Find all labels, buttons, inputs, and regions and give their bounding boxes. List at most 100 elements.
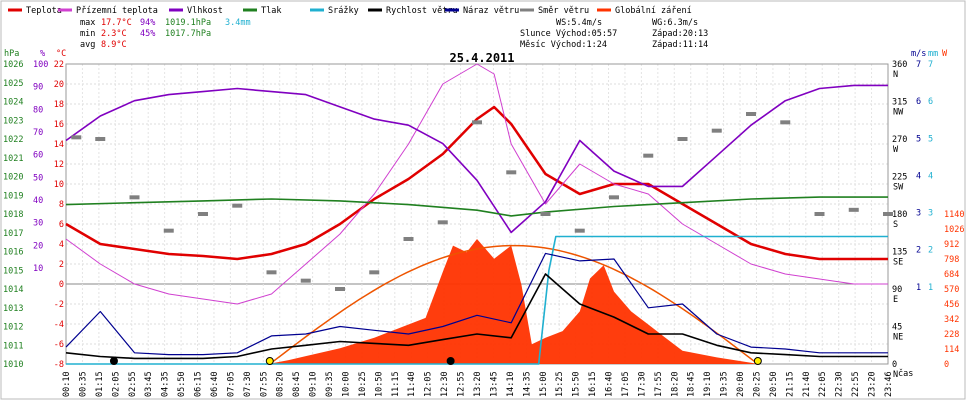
stat-moon-rise: Měsíc Východ:1:24: [520, 40, 607, 50]
c-tick: 0: [59, 280, 64, 290]
x-tick: 18:45: [687, 371, 697, 397]
wind-direction-point: [677, 137, 688, 141]
ms-tick: 3: [916, 209, 921, 219]
x-tick: 00:35: [78, 371, 88, 397]
mm-unit: mm: [928, 49, 938, 59]
dir-tick: 360: [892, 60, 907, 70]
radiation-area: [66, 239, 888, 365]
hpa-tick: 1018: [3, 210, 23, 220]
mm-tick: 5: [928, 134, 933, 144]
axes: hPa1026102510241023102210211020101910181…: [3, 49, 964, 397]
x-tick: 17:55: [654, 371, 664, 397]
x-tick: 15:00: [539, 371, 549, 397]
c-tick: 10: [54, 180, 64, 190]
x-tick: 12:55: [457, 371, 467, 397]
series-line-náraz-větru: [65, 252, 888, 356]
x-tick: 09:10: [309, 371, 319, 397]
x-tick: 21:40: [802, 371, 812, 397]
ms-tick: 7: [916, 60, 921, 70]
x-tick: 06:15: [194, 371, 204, 397]
wind-direction-point: [95, 137, 106, 141]
wind-direction-point: [71, 135, 82, 140]
x-tick: 15:25: [555, 371, 565, 397]
wind-direction-point: [403, 237, 414, 241]
c-tick: 2: [59, 260, 64, 270]
ms-tick: 2: [916, 246, 921, 256]
c-tick: -4: [54, 320, 64, 330]
stat-wg: WG:6.3m/s: [652, 18, 698, 28]
stat-max-press: 1019.1hPa: [165, 18, 211, 28]
wind-direction-point: [711, 128, 722, 133]
c-tick: 14: [54, 140, 64, 150]
hpa-tick: 1012: [3, 323, 23, 333]
c-tick: -2: [54, 300, 64, 310]
x-tick: 14:35: [522, 371, 532, 397]
moonset-marker: [446, 357, 455, 365]
legend-label: Teplota: [26, 6, 62, 16]
pct-tick: 60: [33, 151, 43, 161]
c-tick: 18: [54, 100, 64, 110]
x-tick: 22:30: [835, 371, 845, 397]
mm-tick: 6: [928, 97, 933, 107]
dir-tick: 135: [892, 248, 907, 258]
series-line-přízemní-teplota: [65, 63, 888, 305]
series-line-srážky: [66, 235, 888, 365]
series-line-tlak: [65, 196, 888, 217]
x-tick: 10:50: [374, 371, 384, 397]
x-tick: 10:25: [358, 371, 368, 397]
x-tick: 23:46: [884, 371, 894, 397]
stat-min-temp: 2.3°C: [101, 29, 127, 39]
stat-max-label: max: [80, 18, 95, 28]
x-tick: 13:20: [473, 371, 483, 397]
series-line-vlhkost: [65, 84, 888, 234]
wind-direction-point: [163, 228, 174, 233]
x-tick: 11:40: [407, 371, 417, 397]
dir-tick: 180: [892, 210, 907, 220]
hpa-tick: 1017: [3, 229, 23, 239]
pct-tick: 40: [33, 196, 43, 206]
wind-direction-point: [883, 212, 893, 216]
dir-label: SE: [893, 258, 903, 268]
dir-tick: 270: [892, 135, 907, 145]
c-tick: 22: [54, 60, 64, 70]
c-tick: 16: [54, 120, 64, 130]
wind-direction-point: [198, 212, 208, 216]
c-tick: 8: [59, 200, 64, 210]
x-tick: 01:15: [95, 371, 105, 397]
wind-direction-point: [506, 170, 517, 175]
stat-min-hum: 45%: [140, 29, 155, 39]
stat-min-press: 1017.7hPa: [165, 29, 211, 39]
x-tick: 23:20: [868, 371, 878, 397]
hpa-tick: 1024: [3, 98, 23, 108]
w-tick: 342: [944, 315, 959, 325]
series-line-rychlost-větru: [65, 273, 888, 360]
mm-tick: 2: [928, 246, 933, 256]
dir-label: NE: [893, 333, 903, 343]
w-tick: 798: [944, 255, 959, 265]
hpa-tick: 1016: [3, 248, 23, 258]
w-tick: 1026: [944, 225, 964, 235]
mm-tick: 3: [928, 209, 933, 219]
dir-label: S: [893, 220, 898, 230]
mm-tick: 1: [928, 283, 933, 293]
hpa-tick: 1022: [3, 135, 23, 145]
w-tick: 570: [944, 285, 959, 295]
x-tick: 03:45: [144, 371, 154, 397]
x-tick: 04:35: [161, 371, 171, 397]
x-tick: 22:55: [851, 371, 861, 397]
dir-tick: 90: [892, 285, 902, 295]
dir-label: W: [893, 145, 899, 155]
c-tick: 4: [59, 240, 64, 250]
wind-direction-point: [540, 212, 551, 216]
hpa-tick: 1023: [3, 116, 23, 126]
chart-title: 25.4.2011: [449, 51, 514, 65]
wind-direction-point: [300, 278, 311, 283]
x-tick: 07:05: [226, 371, 236, 397]
x-tick: 09:35: [325, 371, 335, 397]
mm-tick: 4: [928, 171, 933, 181]
ms-tick: 1: [916, 283, 921, 293]
w-tick: 228: [944, 330, 959, 340]
w-tick: 0: [944, 360, 949, 370]
pct-tick: 70: [33, 128, 43, 138]
